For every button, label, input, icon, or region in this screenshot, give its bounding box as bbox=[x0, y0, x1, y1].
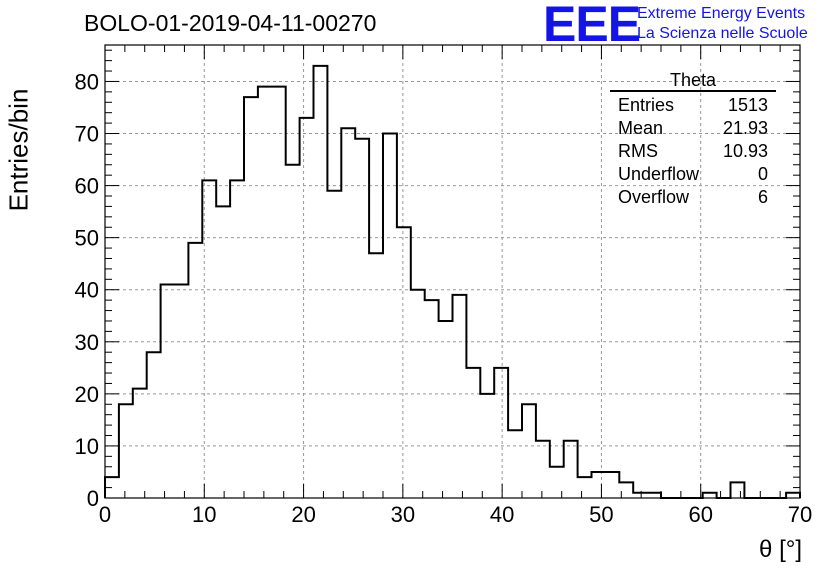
y-tick-label: 60 bbox=[75, 174, 99, 199]
y-tick-label: 0 bbox=[87, 486, 99, 511]
histogram-bar bbox=[327, 191, 341, 498]
histogram-bar bbox=[188, 243, 202, 498]
histogram-bar bbox=[258, 87, 272, 498]
histogram-bar bbox=[466, 368, 480, 498]
histogram-bar bbox=[272, 87, 286, 498]
stats-label: RMS bbox=[618, 141, 658, 161]
histogram-bar bbox=[133, 389, 147, 498]
histogram-bar bbox=[605, 472, 619, 498]
histogram-bar bbox=[147, 352, 161, 498]
y-tick-label: 40 bbox=[75, 278, 99, 303]
histogram-bar bbox=[397, 227, 411, 498]
stats-row-mean: Mean 21.93 bbox=[610, 117, 776, 140]
histogram-bar bbox=[480, 394, 494, 498]
x-tick-label: 20 bbox=[291, 502, 315, 527]
histogram-bar bbox=[286, 165, 300, 498]
histogram-bar bbox=[578, 477, 592, 498]
x-tick-label: 0 bbox=[99, 502, 111, 527]
plot-title: BOLO-01-2019-04-11-00270 bbox=[84, 10, 377, 36]
stats-box: Theta Entries 1513 Mean 21.93 RMS 10.93 … bbox=[610, 70, 776, 209]
x-tick-label: 50 bbox=[589, 502, 613, 527]
histogram-bar bbox=[355, 139, 369, 498]
histogram-bar bbox=[508, 430, 522, 498]
histogram-bar bbox=[314, 66, 328, 498]
histogram-bar bbox=[175, 285, 189, 498]
stats-value: 10.93 bbox=[722, 141, 768, 161]
histogram-bar bbox=[453, 295, 467, 498]
histogram-bar bbox=[119, 404, 133, 498]
histogram-bar bbox=[216, 206, 230, 498]
x-axis-label: θ [°] bbox=[759, 536, 802, 563]
stats-row-rms: RMS 10.93 bbox=[610, 140, 776, 163]
logo-caption-line2: La Scienza nelle Scuole bbox=[637, 25, 808, 42]
histogram-bar bbox=[439, 321, 453, 498]
stats-box-title: Theta bbox=[610, 70, 776, 92]
stats-row-underflow: Underflow 0 bbox=[610, 163, 776, 186]
y-tick-label: 80 bbox=[75, 69, 99, 94]
stats-value: 21.93 bbox=[722, 118, 768, 138]
y-tick-label: 50 bbox=[75, 226, 99, 251]
histogram-bar bbox=[592, 472, 606, 498]
histogram-bar bbox=[161, 285, 175, 498]
histogram-bar bbox=[341, 128, 355, 498]
histogram-bar bbox=[425, 300, 439, 498]
eee-logo: EEE bbox=[543, 0, 641, 52]
x-tick-label: 10 bbox=[192, 502, 216, 527]
y-tick-label: 70 bbox=[75, 122, 99, 147]
histogram-bar bbox=[522, 404, 536, 498]
stats-value: 0 bbox=[757, 164, 768, 184]
stats-label: Mean bbox=[618, 118, 664, 138]
histogram-bar bbox=[536, 441, 550, 498]
histogram-bar bbox=[731, 482, 745, 498]
histogram-bar bbox=[244, 97, 258, 498]
histogram-bar bbox=[230, 180, 244, 498]
y-tick-label: 30 bbox=[75, 330, 99, 355]
histogram-bar bbox=[494, 368, 508, 498]
histogram-bar bbox=[564, 441, 578, 498]
x-tick-label: 30 bbox=[391, 502, 415, 527]
logo-caption-line1: Extreme Energy Events bbox=[637, 5, 806, 22]
stats-value: 6 bbox=[757, 187, 768, 207]
histogram-bar bbox=[383, 134, 397, 498]
histogram-outline bbox=[104, 64, 801, 499]
x-tick-label: 40 bbox=[490, 502, 514, 527]
stats-row-overflow: Overflow 6 bbox=[610, 186, 776, 209]
plot-frame bbox=[104, 44, 801, 499]
y-axis-label: Entries/bin bbox=[4, 89, 34, 212]
stats-label: Underflow bbox=[618, 164, 700, 184]
x-tick-label: 70 bbox=[788, 502, 812, 527]
y-tick-label: 10 bbox=[75, 434, 99, 459]
stats-value: 1513 bbox=[727, 95, 768, 115]
stats-label: Entries bbox=[618, 95, 675, 115]
logo-caption: Extreme Energy Events La Scienza nelle S… bbox=[637, 4, 808, 44]
stats-row-entries: Entries 1513 bbox=[610, 94, 776, 117]
x-tick-label: 60 bbox=[688, 502, 712, 527]
stats-label: Overflow bbox=[618, 187, 690, 207]
histogram-bar bbox=[300, 118, 314, 498]
y-axis-label-text: Entries/bin bbox=[3, 88, 34, 212]
y-tick-label: 20 bbox=[75, 382, 99, 407]
